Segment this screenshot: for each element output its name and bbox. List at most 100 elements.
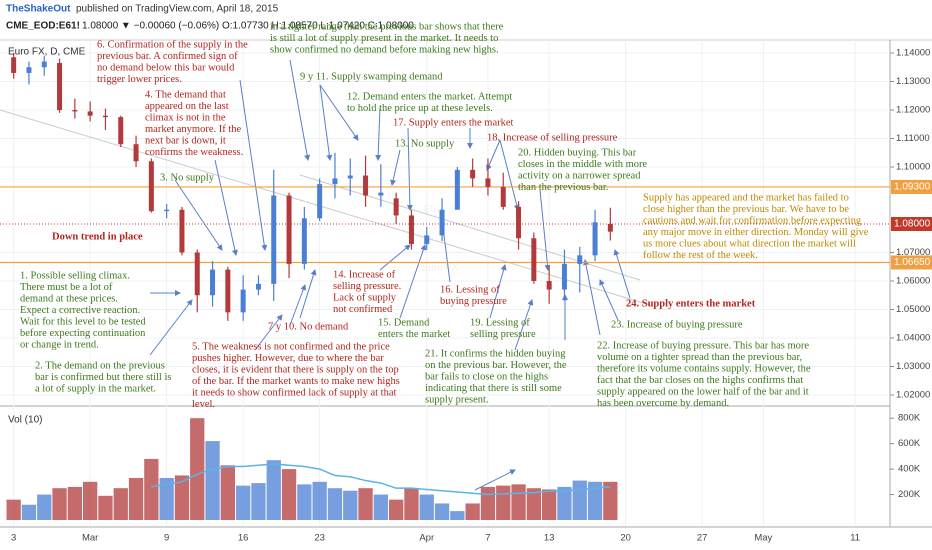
annotation-text: 3. No supply — [160, 172, 215, 183]
annotation-text: selling pressure. — [333, 281, 401, 292]
annotation-text: trigger lower prices. — [97, 74, 182, 85]
volume-bar — [236, 485, 251, 520]
annotation-text: volume on a tighter spread than the prev… — [597, 352, 802, 363]
y-tick-label: 1.06000 — [896, 276, 930, 287]
volume-bar — [128, 478, 144, 520]
bar-body — [225, 269, 231, 313]
bar-body — [87, 111, 93, 116]
annotation-text: Supply has appeared and the market has f… — [643, 192, 849, 203]
volume-bar — [327, 488, 343, 520]
annotation-text: There must be a lot of — [20, 282, 113, 293]
annotation-text: 24. Supply enters the market — [626, 298, 756, 309]
x-tick-label: 11 — [850, 533, 860, 544]
bar-body — [485, 178, 491, 187]
bar-body — [118, 117, 124, 145]
annotation-text: 14. Increase of — [333, 269, 396, 280]
annotation-text: appeared on the last — [145, 101, 229, 112]
volume-bar — [404, 488, 419, 520]
annotation-text: any major move in either direction. Mond… — [643, 227, 869, 238]
level-label: 1.09300 — [894, 182, 931, 193]
annotation-text: next bar is down, it — [145, 135, 226, 146]
bar-body — [148, 161, 154, 212]
annotation-text: bar is confirmed but there still is — [35, 372, 171, 383]
x-tick-label: 27 — [697, 533, 708, 544]
y-tick-label: 1.13000 — [896, 76, 930, 87]
x-tick-label: 9 — [164, 533, 169, 544]
bar-body — [592, 222, 598, 256]
bar-body — [210, 269, 216, 296]
bar-body — [41, 61, 47, 68]
bar-body — [255, 283, 261, 290]
volume-bar — [6, 499, 21, 520]
volume-bar — [434, 503, 450, 520]
bar-body — [607, 223, 613, 232]
annotation-text: 7 y 10. No demand — [268, 321, 349, 332]
volume-bar — [312, 481, 327, 520]
quote: 1.08000 ▼ −0.00060 (−0.06%) O:1.07730 H:… — [82, 21, 414, 32]
annotation-text: 16. Lessing of — [440, 284, 500, 295]
volume-bar — [159, 478, 174, 520]
annotation-text: of the bar. If the market wants to make … — [192, 376, 400, 387]
y-tick-label: 1.05000 — [896, 304, 930, 315]
volume-bar — [587, 481, 603, 520]
bar-body — [286, 195, 292, 264]
volume-bar — [37, 494, 52, 520]
bar-body — [240, 289, 246, 313]
bar-body — [546, 280, 552, 290]
annotation-text: before expecting continuation — [20, 328, 146, 339]
volume-bar — [297, 484, 312, 520]
annotation-text: indicating that there is still some — [425, 383, 562, 394]
bar-body — [57, 62, 63, 110]
annotation-text: cautions and wait for confirmation befor… — [643, 215, 862, 226]
bar-body — [133, 144, 139, 162]
annotation-text: is still a lot of supply present in the … — [270, 33, 498, 44]
annotation-text: a lot of supply in the market. — [35, 383, 156, 394]
annotation-text: buying pressure — [440, 296, 507, 307]
volume-bar — [526, 488, 541, 520]
author[interactable]: TheShakeOut — [6, 4, 71, 15]
y-tick-label: 1.02000 — [896, 390, 930, 401]
annotation-text: us more clues about what direction the m… — [643, 238, 856, 249]
volume-bar — [358, 488, 373, 520]
annotation-text: 13. No supply — [395, 138, 455, 149]
bar-body — [454, 169, 460, 210]
volume-bar — [83, 481, 98, 520]
annotation-text: Wait for this level to be tested — [20, 316, 146, 327]
annotation-text: climax is not in the — [145, 112, 226, 123]
volume-bar — [511, 484, 526, 520]
annotation-text: follow the rest of the week. — [643, 250, 758, 261]
x-tick-label: May — [754, 533, 772, 544]
symbol: CME_EOD:E61! — [6, 21, 80, 32]
annotation-text: Lack of supply — [333, 292, 397, 303]
annotation-text: market anymore. If the — [145, 124, 242, 135]
annotation-text: 17. Supply enters the market — [393, 117, 514, 128]
bar-body — [102, 115, 108, 118]
volume-bar — [205, 441, 220, 520]
volume-bar — [465, 503, 480, 520]
annotation-text: in a tighter range than the previous bar… — [270, 21, 504, 32]
x-tick-label: 20 — [620, 533, 631, 544]
annotation-text: bar fails to close on the highs — [425, 371, 548, 382]
x-tick-label: 3 — [11, 533, 16, 544]
annotation-text: has been overcome by demand. — [597, 398, 729, 409]
bar-body — [470, 169, 476, 179]
last-price-bg — [891, 216, 932, 231]
volume-ma — [151, 463, 611, 496]
volume-bar — [67, 486, 82, 520]
bar-body — [424, 235, 430, 244]
bar-body — [393, 198, 399, 216]
y-tick-label: 1.03000 — [896, 361, 930, 372]
bar-body — [164, 209, 170, 212]
bar-body — [332, 178, 338, 185]
annotation-text: it needs to show confirmed lack of suppl… — [192, 387, 396, 398]
volume-bar — [144, 458, 159, 520]
volume-title: Vol (10) — [8, 415, 42, 426]
annotation-text: enters the market — [378, 329, 450, 340]
annotation-text: closes in the middle with more — [518, 159, 648, 170]
annotation-text: activity on a narrower spread — [518, 170, 641, 181]
volume-bar — [190, 418, 205, 520]
bar-body — [301, 218, 307, 264]
volume-bar — [450, 511, 465, 520]
annotation-text: level. — [192, 399, 215, 410]
arrows — [149, 59, 631, 491]
